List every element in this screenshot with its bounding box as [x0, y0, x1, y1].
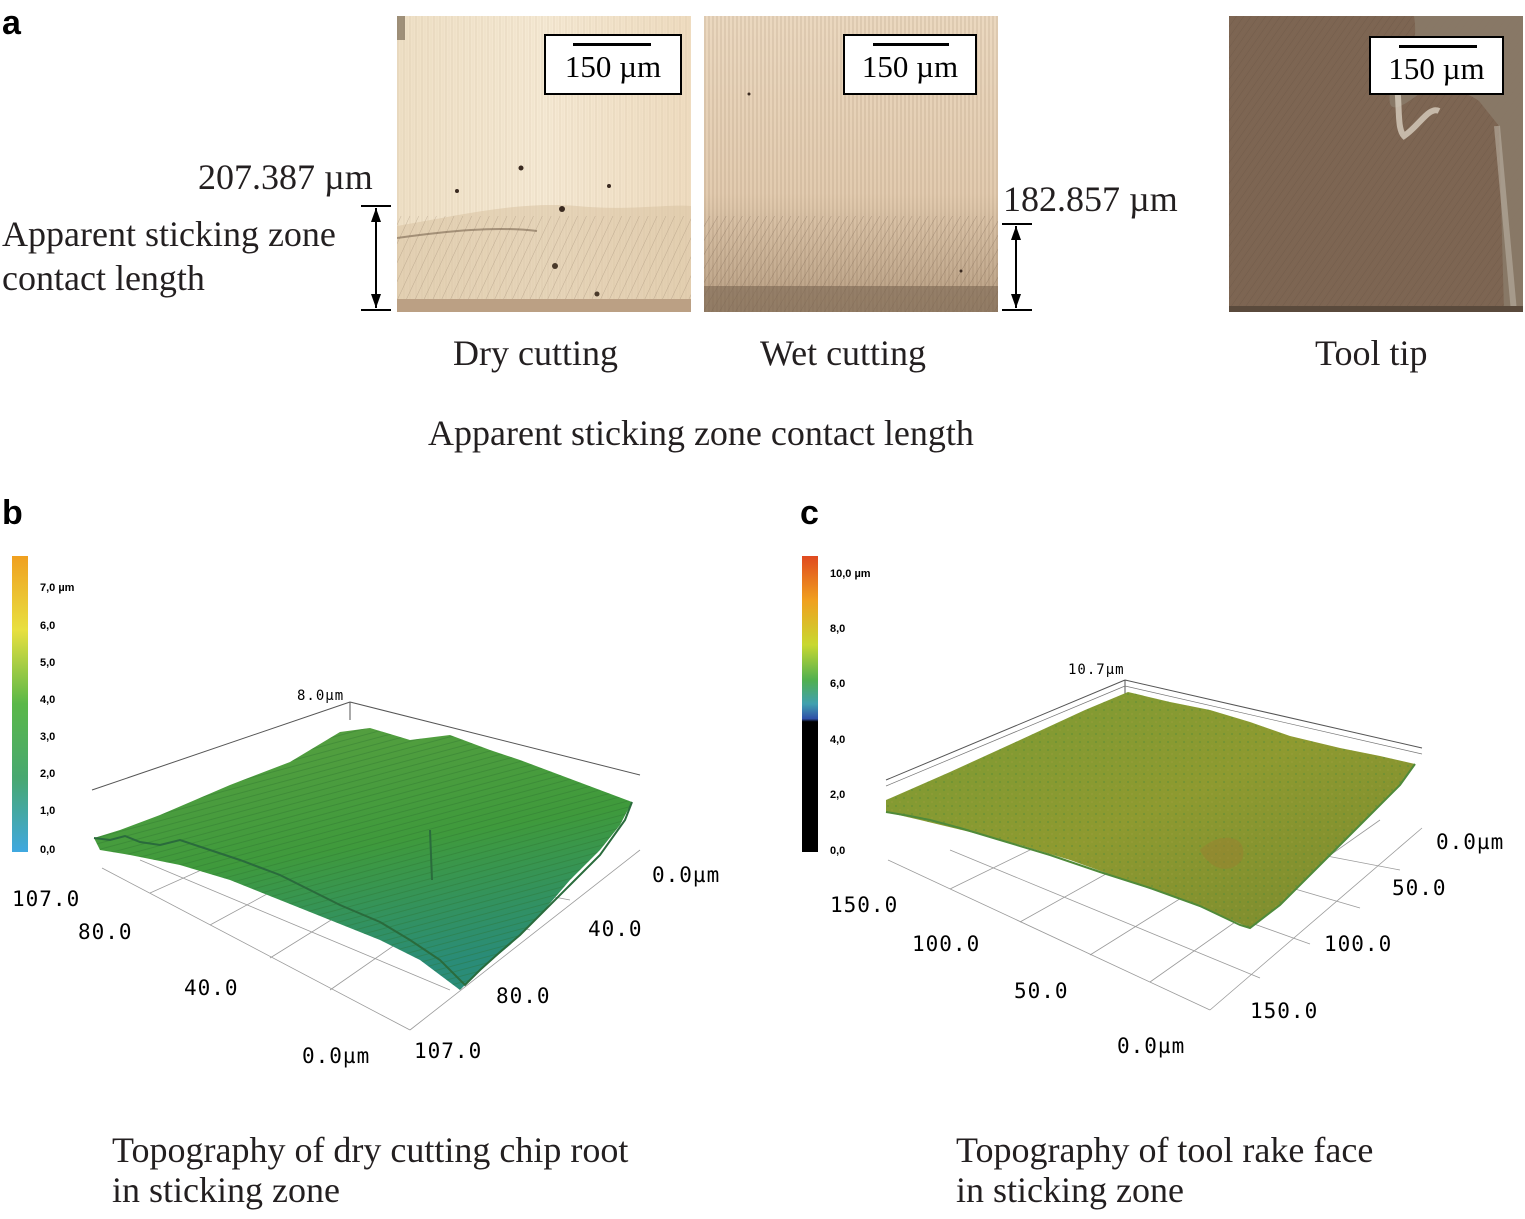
panel-c-caption-line2: in sticking zone [956, 1170, 1184, 1210]
panel-a-letter: a [2, 4, 21, 42]
c-cbar-tick-1: 8,0 [830, 623, 846, 635]
panel-c-letter: c [800, 494, 819, 532]
wet-scale-label: 150 µm [861, 49, 959, 84]
b-cbar-tick-0: 7,0 µm [40, 582, 75, 594]
panel-c-caption-line1: Topography of tool rake face [956, 1130, 1374, 1170]
b-cbar-tick-7: 0,0 [40, 844, 56, 856]
c-cbar-tick-3: 4,0 [830, 734, 846, 746]
wet-cutting-micrograph: 150 µm [704, 16, 998, 312]
wet-cutting-caption: Wet cutting [760, 333, 927, 373]
b-left-axis-3: 0.0µm [302, 1044, 371, 1068]
b-left-axis-0: 107.0 [12, 887, 81, 911]
tool-tip-caption: Tool tip [1315, 333, 1428, 373]
c-right-axis-2: 100.0 [1324, 932, 1393, 956]
c-left-axis-1: 100.0 [912, 932, 981, 956]
dry-scale-box: 150 µm [544, 34, 682, 95]
b-left-axis-2: 40.0 [184, 976, 239, 1000]
dry-cutting-micrograph: 150 µm [397, 16, 691, 312]
panel-b-letter: b [2, 494, 23, 532]
panel-c-colorbar [802, 556, 818, 852]
wet-scale-box: 150 µm [843, 34, 977, 95]
b-right-axis-1: 40.0 [588, 917, 643, 941]
dry-scale-label: 150 µm [564, 49, 662, 84]
c-right-axis-1: 50.0 [1392, 876, 1447, 900]
c-left-axis-0: 150.0 [830, 893, 899, 917]
panel-c-surface-plot [885, 679, 1423, 1011]
b-cbar-tick-6: 1,0 [40, 805, 56, 817]
c-cbar-tick-2: 6,0 [830, 678, 846, 690]
tool-scale-label: 150 µm [1388, 51, 1485, 86]
b-right-axis-2: 80.0 [496, 984, 551, 1008]
panel-c-caption: Topography of tool rake face in sticking… [956, 1130, 1373, 1210]
dry-contact-length-value: 207.387 µm [198, 157, 373, 197]
panel-b-surface-plot [91, 701, 641, 1031]
panel-b-caption: Topography of dry cutting chip root in s… [112, 1130, 628, 1210]
dry-cutting-caption: Dry cutting [453, 333, 618, 373]
c-right-axis-0: 0.0µm [1436, 830, 1505, 854]
b-cbar-tick-1: 6,0 [40, 620, 56, 632]
c-right-axis-3: 150.0 [1250, 999, 1319, 1023]
panel-a-title: Apparent sticking zone contact length [428, 413, 974, 453]
b-cbar-tick-5: 2,0 [40, 768, 56, 780]
c-left-axis-2: 50.0 [1014, 979, 1069, 1003]
b-cbar-tick-3: 4,0 [40, 694, 56, 706]
side-label: Apparent sticking zone contact length [2, 212, 336, 300]
panel-b-caption-line1: Topography of dry cutting chip root [112, 1130, 629, 1170]
dry-length-arrow [361, 205, 391, 311]
b-right-axis-3: 107.0 [414, 1039, 483, 1063]
dry-scale-bar [573, 43, 651, 46]
c-left-axis-3: 0.0µm [1117, 1034, 1186, 1058]
c-cbar-tick-5: 0,0 [830, 845, 846, 857]
b-cbar-tick-4: 3,0 [40, 731, 56, 743]
b-left-axis-1: 80.0 [78, 920, 133, 944]
b-right-axis-0: 0.0µm [652, 863, 721, 887]
side-label-line1: Apparent sticking zone [2, 214, 336, 254]
tool-scale-bar [1399, 45, 1477, 48]
panel-b-colorbar [12, 556, 28, 852]
c-z-top-label: 10.7µm [1068, 662, 1125, 678]
tool-tip-micrograph: 150 µm [1229, 16, 1523, 312]
tool-scale-box: 150 µm [1369, 36, 1504, 95]
side-label-line2: contact length [2, 258, 205, 298]
c-cbar-tick-0: 10,0 µm [830, 568, 871, 580]
b-z-top-label: 8.0µm [297, 688, 345, 704]
b-cbar-tick-2: 5,0 [40, 657, 56, 669]
wet-length-arrow [1002, 223, 1032, 311]
c-cbar-tick-4: 2,0 [830, 789, 846, 801]
wet-scale-bar [873, 43, 949, 46]
wet-contact-length-value: 182.857 µm [1003, 179, 1178, 219]
panel-b-caption-line2: in sticking zone [112, 1170, 340, 1210]
